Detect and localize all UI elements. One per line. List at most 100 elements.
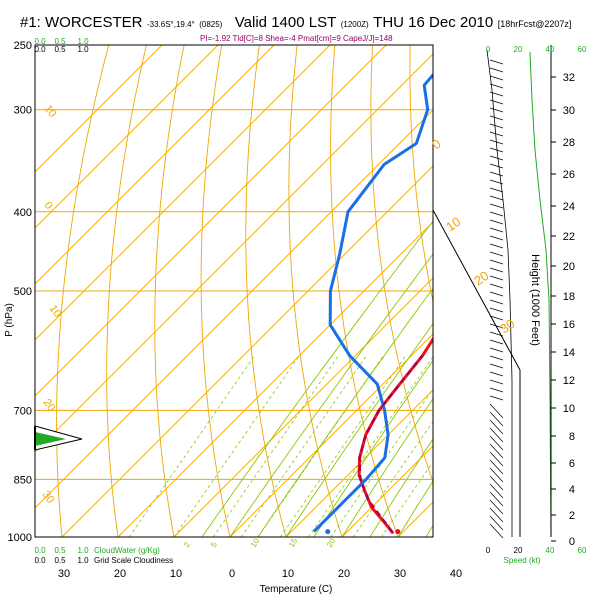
height-tick-label: 32 — [563, 72, 575, 84]
pressure-tick-label: 700 — [14, 405, 32, 417]
wind-barb — [489, 355, 504, 361]
height-tick-label: 4 — [569, 484, 575, 496]
moist-adiabat-line — [369, 438, 433, 537]
dry-adiabat-line — [245, 45, 287, 537]
speed-scale-label: 60 — [578, 546, 587, 555]
wind-barb — [489, 131, 504, 137]
wind-barb — [489, 339, 504, 345]
wind-barb — [489, 83, 504, 89]
dry-adiabat-line — [486, 45, 600, 537]
dry-adiabat-label: 0 — [429, 136, 444, 152]
isotherm-line — [35, 45, 163, 173]
dry-adiabat-line — [106, 45, 147, 537]
station-elevation: (0825) — [199, 20, 223, 29]
height-tick-label: 24 — [563, 201, 575, 213]
wind-barb — [489, 403, 504, 419]
wind-barb — [489, 91, 504, 97]
wind-barb — [489, 187, 504, 193]
wind-barb — [489, 235, 504, 241]
forecast-date: THU 16 Dec 2010 — [373, 14, 494, 31]
temperature-tick-label: 30 — [58, 568, 70, 580]
wind-barb — [489, 299, 504, 305]
temperature-tick-label: 30 — [394, 568, 406, 580]
wind-barb — [489, 411, 504, 427]
wind-barb — [489, 211, 504, 217]
moist-adiabat-line — [229, 253, 433, 537]
wind-barb — [489, 99, 504, 105]
mixing-ratio-label: 20 — [325, 536, 338, 549]
cloudwater-scale-label: 0.5 — [54, 37, 66, 46]
forecast-tag: [18hrFcst@2207z] — [497, 19, 572, 29]
wind-barb — [489, 139, 504, 145]
wind-barb — [489, 251, 504, 257]
station-name: #1: WORCESTER — [20, 14, 143, 31]
sounding-lines — [312, 72, 433, 535]
station-coords: -33.6S°,19.4° — [146, 20, 195, 29]
wind-barb — [489, 155, 504, 161]
cloudiness-scale-label: 1.0 — [77, 45, 89, 54]
temperature-tick-label: 20 — [338, 568, 350, 580]
wind-barb — [489, 107, 504, 113]
height-tick-label: 2 — [569, 510, 575, 522]
wind-barb — [489, 147, 504, 153]
wind-barb — [489, 483, 504, 499]
y-axis-label: P (hPa) — [4, 303, 15, 337]
isotherm-label: 10 — [47, 303, 64, 320]
pressure-tick-label: 1000 — [8, 532, 32, 544]
sounding-series-line — [312, 72, 433, 533]
wind-barb — [489, 523, 504, 539]
wind-barb — [489, 515, 504, 531]
mixing-ratio-label: 2 — [182, 540, 192, 549]
height-tick-label: 26 — [563, 169, 575, 181]
mixing-ratio-line — [173, 355, 300, 537]
header-title-row: #1: WORCESTER -33.6S°,19.4° (0825) Valid… — [20, 14, 571, 32]
isotherm-label: 10 — [42, 103, 59, 120]
height-tick-label: 22 — [563, 231, 575, 243]
right-panel — [432, 45, 556, 542]
mixing-ratio-line — [212, 355, 339, 537]
wind-barb — [489, 395, 504, 401]
wind-barb — [489, 283, 504, 289]
height-tick-label: 18 — [563, 291, 575, 303]
wind-barb — [489, 75, 504, 81]
height-tick-label: 6 — [569, 458, 575, 470]
wind-speed-profile-green — [529, 51, 552, 538]
speed-scale-label: 60 — [578, 45, 587, 54]
pressure-tick-label: 850 — [14, 474, 32, 486]
height-tick-label: 20 — [563, 261, 575, 273]
dry-adiabat-line — [154, 45, 185, 537]
mixing-ratio-label: 5 — [209, 540, 219, 549]
wind-barb — [489, 67, 504, 73]
cloudwater-scale-label: 1.0 — [77, 546, 89, 555]
temperature-tick-label: 20 — [114, 568, 126, 580]
wind-barb — [489, 243, 504, 249]
cloudwater-scale-label: 0.0 — [34, 546, 46, 555]
wind-barb — [489, 179, 504, 185]
temperature-tick-label: 40 — [450, 568, 462, 580]
dry-adiabat-label: 30 — [497, 316, 517, 337]
speed-scale-label: 20 — [514, 546, 523, 555]
wind-barb — [489, 379, 504, 385]
wind-barb — [489, 491, 504, 507]
wind-barb — [489, 475, 504, 491]
speed-caption: Speed (kt) — [504, 556, 541, 565]
temperature-tick-label: 10 — [282, 568, 294, 580]
cloudwater-caption: CloudWater (g/Kg) — [94, 546, 160, 555]
wind-barb — [489, 315, 504, 321]
wind-barb — [489, 363, 504, 369]
wind-barb — [489, 451, 504, 467]
wind-barb — [489, 171, 504, 177]
dry-adiabat-label: 20 — [471, 268, 491, 289]
wind-barb — [489, 219, 504, 225]
height-tick-label: 10 — [563, 403, 575, 415]
surface-point — [395, 529, 401, 535]
dry-adiabat-line — [288, 45, 343, 537]
isotherm-line — [35, 45, 219, 229]
pressure-tick-label: 500 — [14, 286, 32, 298]
moist-adiabat-line — [397, 480, 433, 537]
temperature-tick-label: 0 — [229, 568, 235, 580]
wind-barb — [489, 371, 504, 377]
cloudiness-scale-label: 0.0 — [34, 556, 46, 565]
terrain-boundary — [432, 209, 521, 537]
